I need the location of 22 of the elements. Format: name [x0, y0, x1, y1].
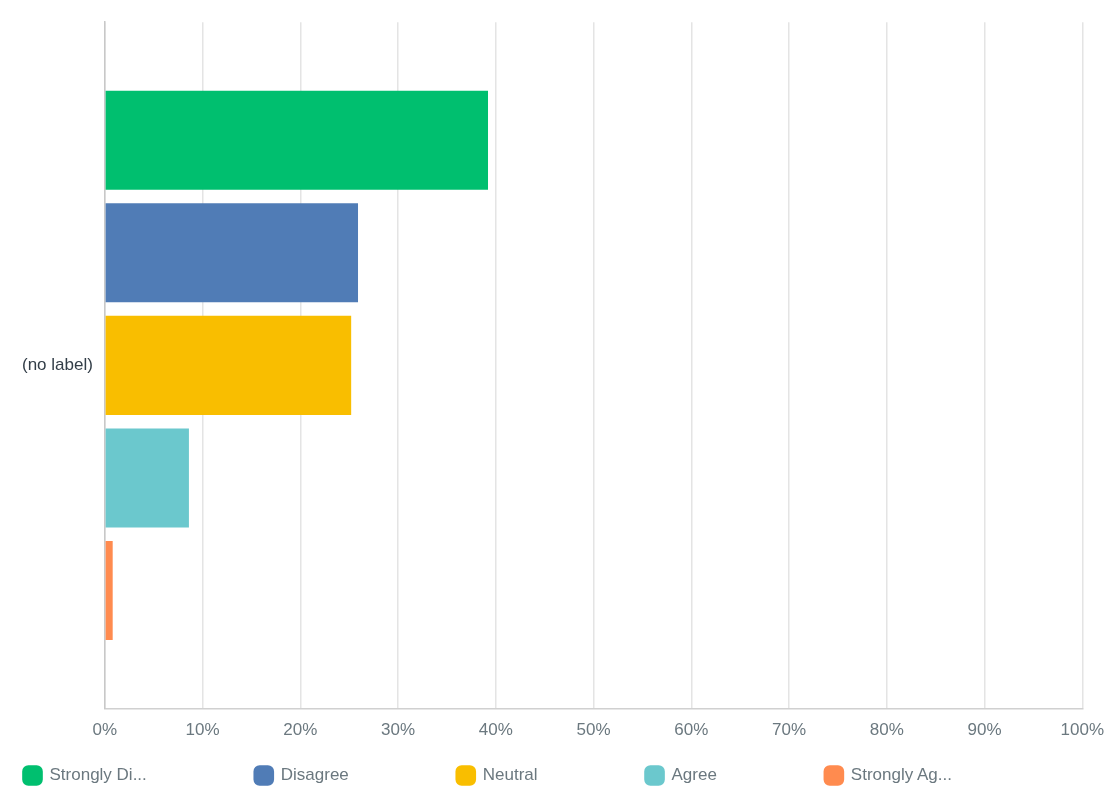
- bar: [105, 428, 189, 528]
- x-tick-label: 100%: [1060, 720, 1104, 740]
- legend-label: Strongly Di...: [49, 765, 242, 785]
- bar: [105, 203, 359, 303]
- legend-label: Strongly Ag...: [850, 765, 1047, 785]
- x-tick-label: 30%: [381, 720, 416, 740]
- x-tick-label: 90%: [967, 720, 1002, 740]
- x-tick-label: 20%: [283, 720, 318, 740]
- legend-label: Disagree: [280, 765, 444, 785]
- bar: [105, 315, 352, 415]
- x-tick-label: 0%: [92, 720, 118, 740]
- x-tick-label: 10%: [185, 720, 220, 740]
- legend-label: Agree: [671, 765, 812, 785]
- x-tick-label: 70%: [772, 720, 807, 740]
- y-tick-label: (no label): [22, 355, 93, 375]
- x-tick-label: 80%: [869, 720, 904, 740]
- x-tick-label: 40%: [478, 720, 513, 740]
- bar: [105, 541, 113, 641]
- x-tick-label: 50%: [576, 720, 611, 740]
- x-tick-label: 60%: [674, 720, 709, 740]
- legend-label: Neutral: [482, 765, 633, 785]
- bar: [105, 90, 489, 190]
